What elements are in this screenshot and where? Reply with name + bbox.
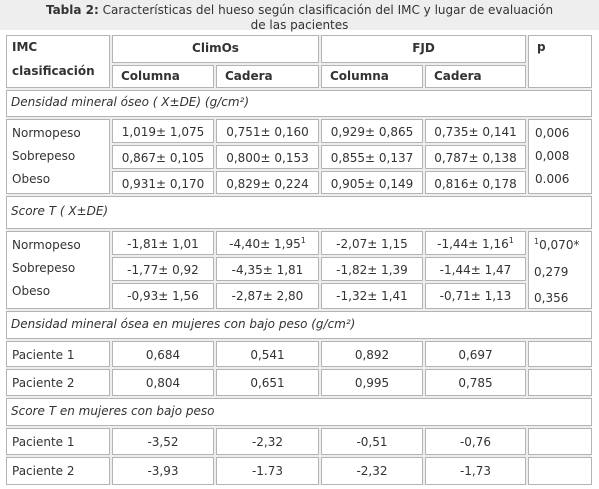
dmo-climos-columna-normopeso: 1,019± 1,075 [112, 119, 214, 143]
header-fjd: FJD [321, 35, 526, 63]
score-p-normopeso-value: 0,070* [539, 238, 580, 252]
dmo-climos-cadera-sobrepeso: 0,800± 0,153 [216, 145, 319, 169]
category-obeso: Obeso [12, 172, 51, 186]
section-score-t: Score T ( X±DE) [6, 196, 592, 229]
section-densidad-bajo-peso: Densidad mineral ósea en mujeres con baj… [6, 311, 592, 339]
dmo-fjd-columna-obeso: 0,905± 0,149 [321, 171, 423, 194]
score-bajo-paciente-1-label: Paciente 1 [6, 428, 110, 455]
bajo-paciente-2-climos-columna: 0,804 [112, 369, 214, 396]
bajo-paciente-2-label: Paciente 2 [6, 369, 110, 396]
score-climos-cadera-obeso: -2,87± 2,80 [216, 283, 319, 309]
score-p-normopeso: 10,070* [534, 236, 586, 259]
score-climos-columna-obeso: -0,93± 1,56 [112, 283, 214, 309]
table-caption: Tabla 2: Características del hueso según… [0, 0, 599, 32]
bajo-paciente-2-p [528, 369, 592, 396]
header-climos-cadera: Cadera [216, 65, 319, 88]
score-p-obeso: 0,356 [534, 291, 569, 305]
section-score-t-bajo-peso: Score T en mujeres con bajo peso [6, 398, 592, 426]
header-imc-clasificacion: IMC clasificación [6, 35, 110, 88]
header-fjd-cadera: Cadera [425, 65, 526, 88]
header-fjd-columna: Columna [321, 65, 423, 88]
score-bajo-paciente-2-fjd-columna: -2,32 [321, 457, 423, 485]
score-climos-cadera-normopeso-value: -4,40± 1,95 [229, 237, 301, 251]
dmo-fjd-columna-sobrepeso: 0,855± 0,137 [321, 145, 423, 169]
dmo-climos-cadera-normopeso: 0,751± 0,160 [216, 119, 319, 143]
score-bajo-paciente-2-label: Paciente 2 [6, 457, 110, 485]
dmo-climos-columna-obeso: 0,931± 0,170 [112, 171, 214, 194]
score-fjd-columna-normopeso: -2,07± 1,15 [321, 231, 423, 255]
score-fjd-columna-sobrepeso: -1,82± 1,39 [321, 257, 423, 281]
score-climos-columna-normopeso: -1,81± 1,01 [112, 231, 214, 255]
score-fjd-cadera-obeso: -0,71± 1,13 [425, 283, 526, 309]
caption-text-2: de las pacientes [250, 17, 349, 32]
category-obeso: Obeso [12, 284, 51, 298]
score-bajo-paciente-2-climos-columna: -3,93 [112, 457, 214, 485]
bajo-paciente-1-fjd-columna: 0,892 [321, 341, 423, 367]
dmo-fjd-cadera-normopeso: 0,735± 0,141 [425, 119, 526, 143]
score-p-values: 10,070* 0,279 0,356 [528, 231, 592, 309]
category-sobrepeso: Sobrepeso [12, 149, 76, 163]
bajo-paciente-1-label: Paciente 1 [6, 341, 110, 367]
dmo-climos-columna-sobrepeso: 0,867± 0,105 [112, 145, 214, 169]
dmo-fjd-cadera-obeso: 0,816± 0,178 [425, 171, 526, 194]
caption-text: Características del hueso según clasific… [102, 3, 554, 17]
bajo-paciente-2-fjd-cadera: 0,785 [425, 369, 526, 396]
header-p: p [528, 35, 592, 88]
dmo-p-sobrepeso: 0,008 [535, 149, 570, 163]
category-list-dmo: Normopeso Sobrepeso Obeso [6, 119, 110, 194]
dmo-p-normopeso: 0,006 [535, 126, 570, 140]
bajo-paciente-1-climos-columna: 0,684 [112, 341, 214, 367]
score-bajo-paciente-1-climos-cadera: -2,32 [216, 428, 319, 455]
bajo-paciente-2-climos-cadera: 0,651 [216, 369, 319, 396]
footnote-marker: 1 [300, 236, 306, 245]
bajo-paciente-1-climos-cadera: 0,541 [216, 341, 319, 367]
bajo-paciente-2-fjd-columna: 0,995 [321, 369, 423, 396]
score-bajo-paciente-1-fjd-columna: -0,51 [321, 428, 423, 455]
score-bajo-paciente-2-climos-cadera: -1.73 [216, 457, 319, 485]
score-climos-cadera-sobrepeso: -4,35± 1,81 [216, 257, 319, 281]
score-bajo-paciente-2-fjd-cadera: -1,73 [425, 457, 526, 485]
score-fjd-cadera-normopeso-value: -1,44± 1,16 [437, 237, 509, 251]
data-table: IMC clasificación ClimOs FJD p Columna C… [6, 35, 592, 485]
bajo-paciente-1-p [528, 341, 592, 367]
section-densidad-mineral-oseo: Densidad mineral óseo ( X±DE) (g/cm²) [6, 90, 592, 117]
category-list-score: Normopeso Sobrepeso Obeso [6, 231, 110, 309]
header-climos-columna: Columna [112, 65, 214, 88]
score-p-sobrepeso: 0,279 [534, 265, 569, 279]
footnote-marker: 1 [508, 236, 514, 245]
dmo-fjd-columna-normopeso: 0,929± 0,865 [321, 119, 423, 143]
score-bajo-paciente-1-p [528, 428, 592, 455]
score-bajo-paciente-1-climos-columna: -3,52 [112, 428, 214, 455]
header-clasificacion: clasificación [12, 64, 95, 78]
header-imc: IMC [12, 40, 38, 54]
score-climos-cadera-normopeso: -4,40± 1,951 [216, 231, 319, 255]
score-climos-columna-sobrepeso: -1,77± 0,92 [112, 257, 214, 281]
header-climos: ClimOs [112, 35, 319, 63]
category-normopeso: Normopeso [12, 238, 81, 252]
dmo-fjd-cadera-sobrepeso: 0,787± 0,138 [425, 145, 526, 169]
score-bajo-paciente-2-p [528, 457, 592, 485]
score-fjd-cadera-sobrepeso: -1,44± 1,47 [425, 257, 526, 281]
dmo-climos-cadera-obeso: 0,829± 0,224 [216, 171, 319, 194]
category-normopeso: Normopeso [12, 126, 81, 140]
footnote-marker: 1 [534, 237, 540, 246]
score-fjd-cadera-normopeso: -1,44± 1,161 [425, 231, 526, 255]
category-sobrepeso: Sobrepeso [12, 261, 76, 275]
score-bajo-paciente-1-fjd-cadera: -0,76 [425, 428, 526, 455]
dmo-p-obeso: 0.006 [535, 172, 570, 186]
caption-label: Tabla 2: [45, 3, 99, 17]
bajo-paciente-1-fjd-cadera: 0,697 [425, 341, 526, 367]
score-fjd-columna-obeso: -1,32± 1,41 [321, 283, 423, 309]
dmo-p-values: 0,006 0,008 0.006 [528, 119, 592, 194]
